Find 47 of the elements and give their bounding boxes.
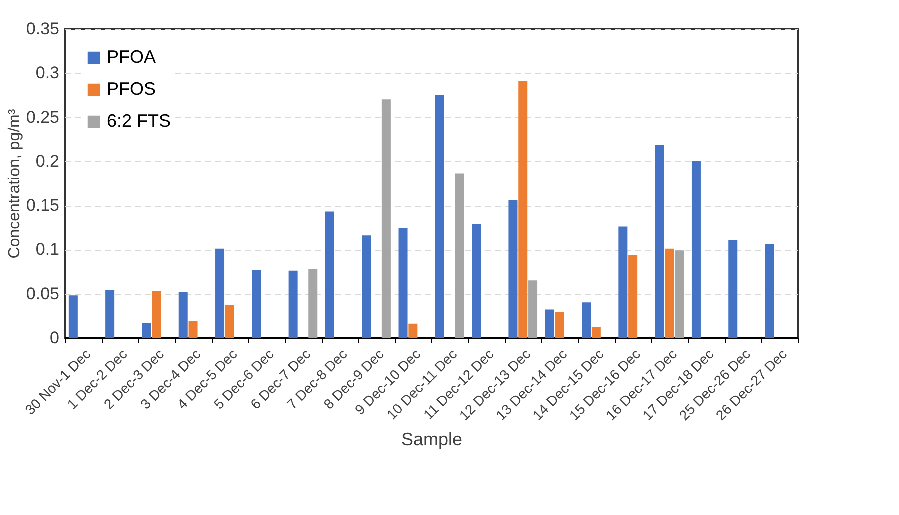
bar <box>508 200 518 338</box>
bar <box>68 296 78 338</box>
bar <box>362 236 372 338</box>
bar <box>765 244 774 338</box>
y-tick-label: 0.1 <box>36 240 60 260</box>
bar <box>628 255 638 338</box>
bar <box>655 146 664 338</box>
bar <box>582 302 592 338</box>
bar <box>545 310 554 338</box>
bar <box>142 322 152 338</box>
y-tick-label: 0.05 <box>26 284 60 304</box>
bar <box>555 312 564 338</box>
bar <box>435 95 444 338</box>
legend-label: PFOA <box>107 47 156 67</box>
y-tick-label: 0.2 <box>36 152 60 171</box>
bar <box>325 212 334 338</box>
y-tick-label: 0.3 <box>36 64 60 83</box>
y-axis-title: Concentration, pg/m³ <box>6 108 24 259</box>
bar <box>455 174 464 338</box>
bar <box>528 280 538 338</box>
y-tick-label: 0.15 <box>26 196 60 216</box>
bar <box>252 270 262 338</box>
bar <box>216 248 225 338</box>
bar <box>592 327 601 338</box>
bar <box>178 292 188 338</box>
bar <box>728 240 738 338</box>
bar <box>665 248 674 338</box>
bar <box>106 290 115 338</box>
bar <box>618 226 628 338</box>
y-tick-label: 0.35 <box>26 20 60 38</box>
bar <box>692 161 701 338</box>
legend-label: PFOS <box>107 79 156 99</box>
bar <box>308 269 318 338</box>
bar <box>408 324 418 338</box>
bar <box>188 321 198 338</box>
bar <box>288 270 298 338</box>
y-tick-label: 0.25 <box>26 108 60 127</box>
x-axis-title: Sample <box>401 429 463 450</box>
bar <box>382 100 391 338</box>
bar <box>472 224 482 338</box>
bar <box>518 81 528 338</box>
bar <box>398 228 408 338</box>
bar <box>225 305 234 338</box>
bar <box>675 250 684 338</box>
y-tick-label: 0 <box>50 328 60 348</box>
legend-label: 6:2 FTS <box>107 111 172 131</box>
bar <box>152 291 162 338</box>
